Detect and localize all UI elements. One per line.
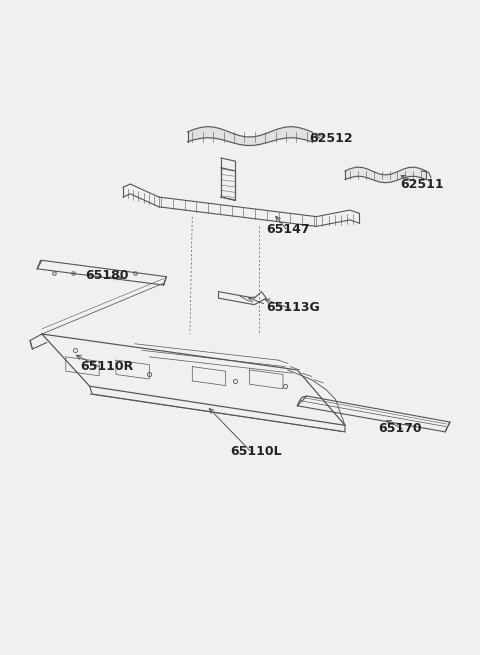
Text: 65113G: 65113G bbox=[266, 301, 320, 314]
Text: 65170: 65170 bbox=[378, 422, 422, 435]
Text: 65110L: 65110L bbox=[230, 445, 282, 458]
Text: 65147: 65147 bbox=[266, 223, 310, 236]
Text: 65180: 65180 bbox=[85, 269, 129, 282]
Text: 62512: 62512 bbox=[309, 132, 353, 145]
Text: 62511: 62511 bbox=[400, 178, 444, 191]
Text: 65110R: 65110R bbox=[80, 360, 133, 373]
